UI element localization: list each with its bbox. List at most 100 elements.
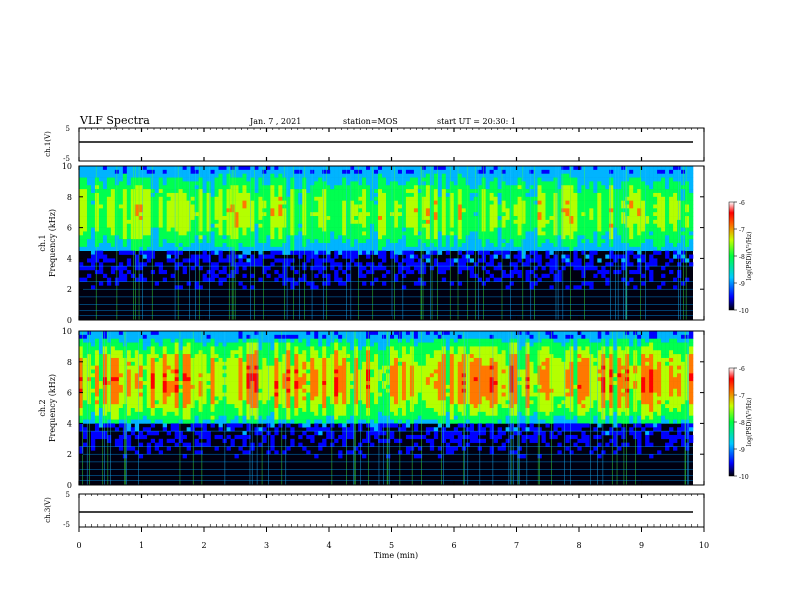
spectrogram-cell [585, 185, 590, 190]
spectrogram-cell [633, 235, 638, 240]
spectrogram-cell [162, 427, 168, 432]
spectrogram-cell [561, 258, 566, 263]
spectrogram-cell [230, 219, 235, 225]
spectrogram-cell [86, 212, 92, 217]
spectrogram-cell [154, 442, 160, 447]
spectrogram-cell [122, 400, 128, 405]
spectrogram-cell [98, 250, 104, 255]
spectrogram-cell [90, 404, 96, 409]
spectrogram-cell [286, 219, 291, 225]
spectrogram-cell [322, 250, 327, 255]
spectrogram-cell [425, 196, 431, 201]
spectrogram-cell [82, 346, 88, 351]
spectrogram-cell [617, 173, 622, 178]
spectrogram-cell [126, 411, 132, 416]
spectrogram-cell [581, 246, 586, 251]
spectrogram-cell [246, 196, 251, 201]
spectrogram-cell [401, 192, 407, 198]
spectrogram-cell [90, 208, 96, 213]
spectrogram-cell [497, 223, 502, 228]
spectrogram-cell [505, 227, 510, 232]
spectrogram-cell [194, 189, 199, 194]
spectrogram-cell [278, 246, 283, 251]
spectrogram-cell [182, 166, 187, 171]
spectrogram-cell [617, 196, 622, 201]
spectrogram-cell [573, 177, 578, 182]
spectrogram-cell [378, 200, 383, 205]
spectrogram-cell [114, 369, 120, 374]
spectrogram-cell [573, 239, 578, 244]
spectrogram-cell [481, 166, 486, 171]
spectrogram-cell [198, 381, 203, 386]
spectrogram-cell [310, 185, 315, 190]
spectrogram-cell [194, 400, 199, 405]
spectrogram-cell [609, 204, 614, 209]
spectrogram-cell [278, 219, 283, 225]
spectrogram-cell [310, 192, 315, 198]
spectrogram-cell [166, 354, 172, 359]
spectrogram-cell [469, 173, 475, 178]
spectrogram-cell [230, 231, 235, 236]
spectrogram-cell [405, 189, 411, 194]
spectrogram-cell [186, 239, 191, 244]
spectrogram-cell [274, 246, 279, 251]
spectrogram-cell [354, 173, 359, 178]
spectrogram-cell [202, 354, 207, 359]
spectrogram-cell [485, 166, 490, 171]
spectrogram-cell [417, 243, 423, 248]
spectrogram-cell [645, 169, 650, 174]
spectrogram-cell [306, 204, 311, 209]
spectrogram-cell [222, 196, 227, 201]
spectrogram-cell [174, 423, 179, 428]
spectrogram-cell [469, 208, 475, 213]
spectrogram-cell [382, 273, 387, 278]
spectrogram-cell [186, 208, 191, 213]
spectrogram-cell [505, 250, 510, 255]
spectrogram-cell [653, 219, 658, 225]
spectrogram-cell [605, 173, 610, 178]
spectrogram-cell [665, 185, 670, 190]
spectrogram-cell [625, 177, 630, 182]
spectrogram-cell [541, 196, 546, 201]
spectrogram-cell [362, 273, 367, 278]
spectrogram-cell [609, 235, 614, 240]
spectrogram-cell [461, 219, 467, 225]
spectrogram-cell [162, 365, 168, 370]
spectrogram-cell [505, 196, 510, 201]
spectrogram-cell [198, 404, 203, 409]
spectrogram-cell [477, 239, 482, 244]
spectrogram-cell [98, 223, 104, 228]
spectrogram-cell [449, 166, 455, 171]
spectrogram-cell [354, 223, 359, 228]
spectrogram-cell [106, 223, 112, 228]
spectrogram-cell [118, 266, 124, 271]
spectrogram-cell [170, 392, 175, 397]
spectrogram-cell [661, 281, 666, 286]
spectrogram-cell [270, 169, 275, 174]
spectrogram-cell [565, 181, 570, 186]
spectrogram-cell [79, 169, 84, 174]
spectrogram-cell [417, 216, 423, 221]
spectrogram-cell [242, 266, 247, 271]
spectrogram-cell [278, 189, 283, 194]
spectrogram-cell [401, 239, 407, 244]
spectrogram-cell [649, 181, 654, 186]
spectrogram-cell [266, 192, 271, 198]
spectrogram-cell [130, 392, 136, 397]
spectrogram-cell [206, 346, 211, 351]
spectrogram-cell [581, 177, 586, 182]
spectrogram-cell [521, 239, 526, 244]
spectrogram-cell [537, 196, 542, 201]
spectrogram-cell [174, 227, 179, 232]
spectrogram-cell [90, 192, 96, 198]
spectrogram-cell [593, 243, 598, 248]
spectrogram-cell [453, 212, 459, 217]
spectrogram-cell [102, 177, 108, 182]
spectrogram-cell [473, 227, 479, 232]
spectrogram-cell [146, 231, 152, 236]
spectrogram-cell [657, 223, 662, 228]
spectrogram-cell [393, 192, 399, 198]
spectrogram-cell [477, 189, 482, 194]
spectrogram-cell [202, 411, 207, 416]
spectrogram-cell [182, 373, 187, 378]
